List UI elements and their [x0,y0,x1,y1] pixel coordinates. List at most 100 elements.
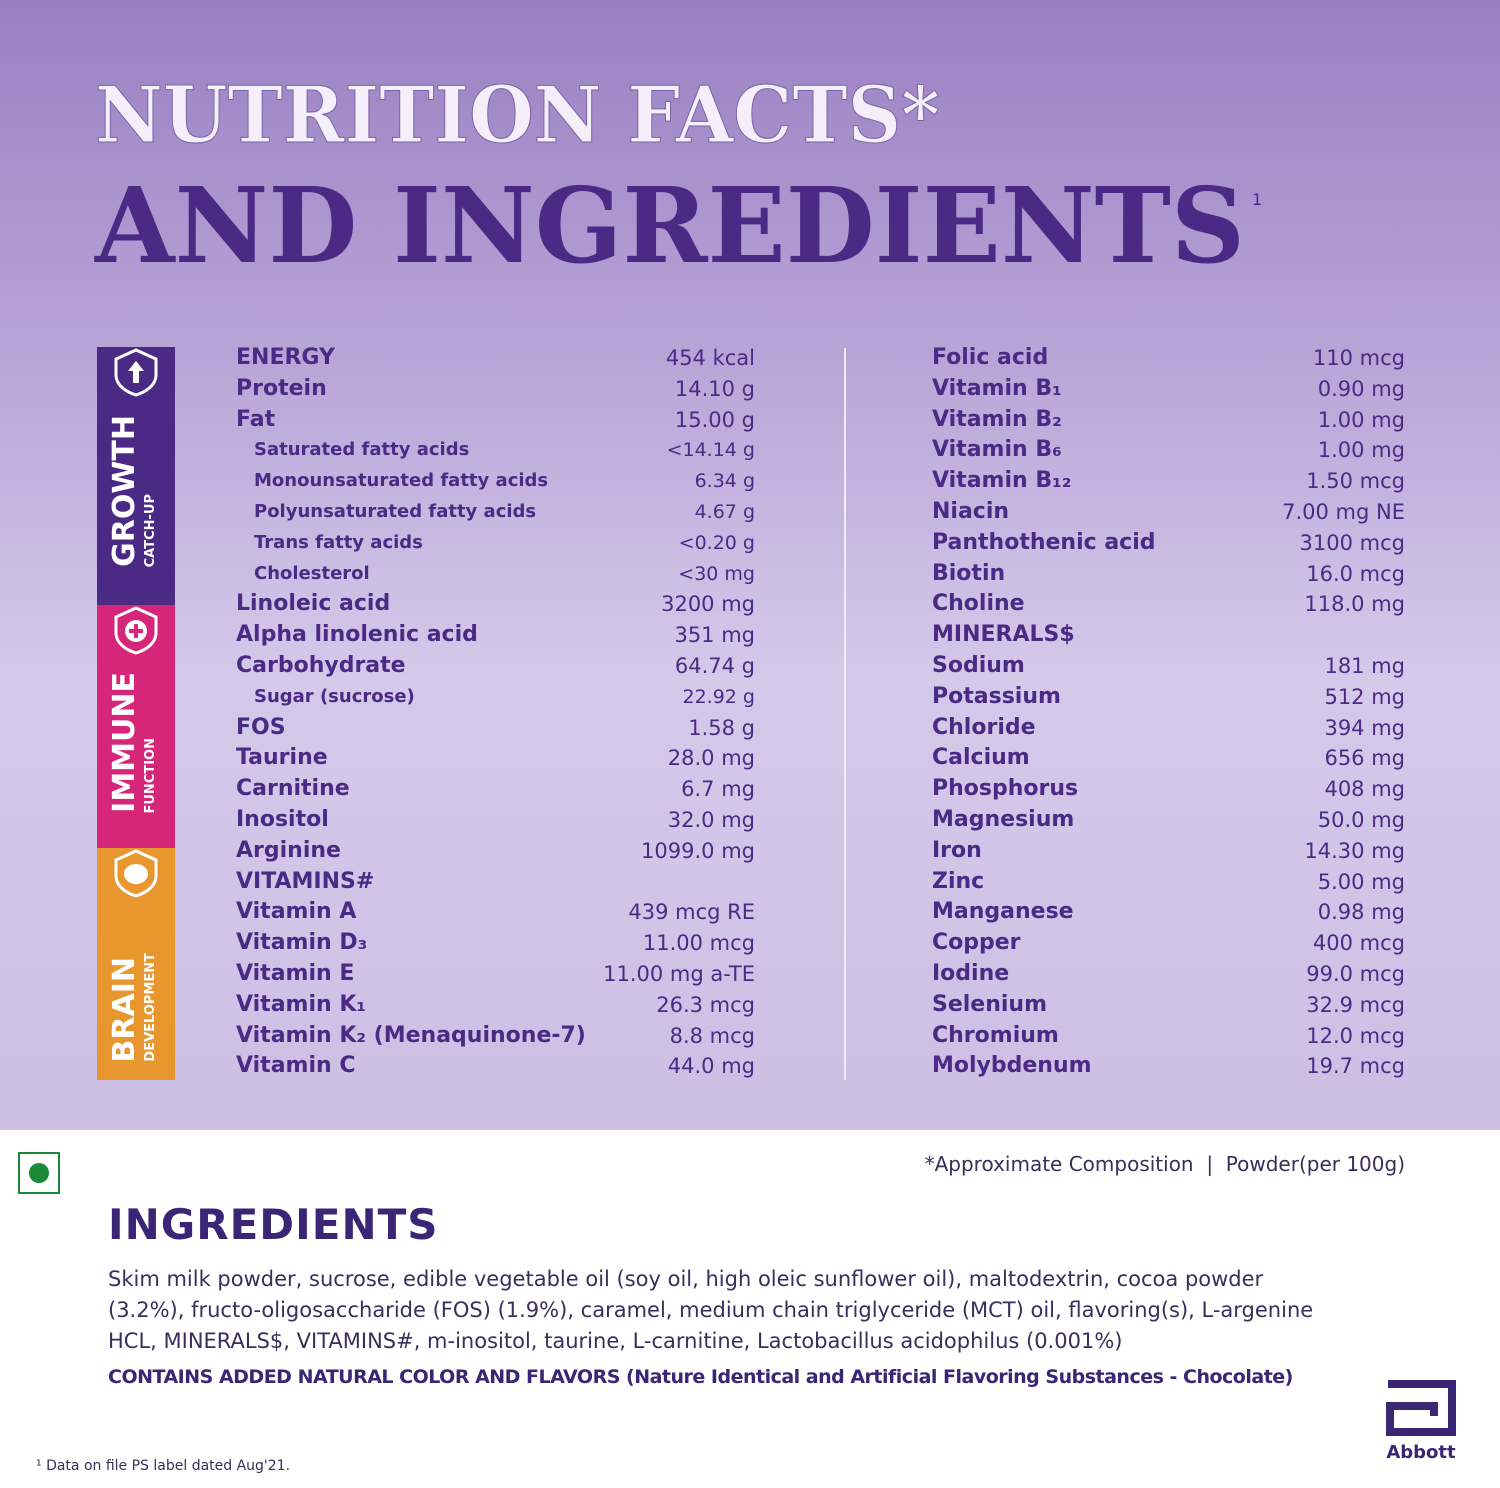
icon [114,606,158,655]
nutrient-value: <14.14 g [666,439,755,462]
header-background [0,0,1500,1130]
nutrient-value: 26.3 mcg [656,992,755,1017]
nutrient-name: Vitamin C [236,1053,356,1079]
nutrient-name: Carnitine [236,776,350,802]
nutrient-value: 400 mcg [1312,931,1405,956]
nutrient-value: <30 mg [678,562,755,585]
brand-logo [1386,1380,1456,1436]
nutrient-value: 5.00 mg [1317,869,1405,894]
nutrient-name: Iodine [932,961,1010,986]
nutrient-value: 32.0 mg [667,808,755,832]
nutrient-name: Selenium [932,991,1048,1017]
section-heading: MINERALS$ [932,622,1075,648]
nutrient-value: 351 mg [674,623,755,648]
nutrient-value: 118.0 mg [1304,592,1405,617]
nutrient-name: Calcium [932,745,1030,771]
nutrient-name: Iron [932,837,982,863]
nutrient-value: 394 mg [1324,715,1405,740]
nutrient-value: 439 mcg RE [628,900,755,925]
side-main: BRAIN [107,956,142,1062]
side-brain: BRAIN DEVELOPMENT [97,848,175,1080]
ingredients-title: INGREDIENTS [108,1200,439,1249]
nutrient-name: Vitamin B₆ [932,437,1062,463]
nutrient-name: Fat [236,406,276,432]
nutrient-name: Vitamin K₁ [236,991,367,1017]
veg-mark [18,1152,60,1194]
composition-note: *Approximate Composition | Powder(per 10… [924,1152,1405,1176]
nutrient-name: Panthothenic acid [932,529,1156,555]
nutrient-name: Linoleic acid [236,591,391,617]
icon [114,348,158,397]
nutrient-value: 1.00 mg [1317,407,1405,432]
footnote: ¹ Data on file PS label dated Aug'21. [36,1458,291,1474]
nutrient-name: Vitamin D₃ [236,930,368,956]
side-growth: GROWTH CATCH-UP [97,347,175,605]
nutrient-value: 3100 mcg [1299,530,1405,555]
title-line2: AND INGREDIENTS [94,164,1245,287]
nutrient-value: 6.7 mg [681,777,755,802]
nutrient-value: 454 kcal [665,346,755,370]
nutrient-value: 19.7 mcg [1306,1054,1405,1079]
nutrient-value: 181 mg [1324,654,1405,678]
nutrient-value: 6.34 g [694,470,755,493]
side-sub: DEVELOPMENT [143,953,158,1062]
nutrient-name: Vitamin A [236,899,357,925]
nutrient-name: Protein [236,375,327,401]
nutrient-value: 64.74 g [674,654,755,678]
nutrient-name: Alpha linolenic acid [236,622,478,648]
nutrient-value: 32.9 mcg [1306,992,1405,1017]
section-heading: VITAMINS# [236,868,375,894]
nutrient-value: 656 mg [1324,746,1405,771]
nutrient-value: 8.8 mcg [669,1023,755,1048]
nutrient-name: Vitamin E [236,961,355,986]
column-divider [844,348,846,1080]
nutrient-name: Chromium [932,1022,1059,1048]
nutrient-name: Sodium [932,653,1025,678]
nutrient-name: Taurine [236,745,328,771]
nutrient-value: 0.98 mg [1317,900,1405,925]
nutrient-value: <0.20 g [678,531,755,554]
nutrient-value: 44.0 mg [667,1054,755,1079]
nutrient-value: 14.10 g [674,376,755,401]
nutrient-value: 14.30 mg [1304,838,1405,863]
title-line1: NUTRITION FACTS* [95,70,940,161]
contains-note: CONTAINS ADDED NATURAL COLOR AND FLAVORS… [108,1366,1293,1388]
nutrient-value: 22.92 g [682,685,756,708]
nutrient-value: 1.58 g [688,715,755,740]
nutrient-value: 15.00 g [674,407,755,432]
ingredients-text: Skim milk powder, sucrose, edible vegeta… [108,1267,1314,1353]
nutrient-name: Phosphorus [932,776,1079,802]
nutrient-value: 11.00 mcg [642,931,755,956]
nutrient-name: Trans fatty acids [254,531,423,553]
nutrient-value: 99.0 mcg [1306,962,1405,986]
nutrient-name: Folic acid [932,345,1049,370]
nutrient-value: 1.00 mg [1317,438,1405,463]
icon [114,849,158,898]
nutrient-value: 16.0 mcg [1306,561,1405,586]
nutrient-name: FOS [236,714,286,740]
nutrient-name: Zinc [932,868,985,894]
nutrient-name: Molybdenum [932,1053,1092,1079]
nutrient-name: Magnesium [932,807,1075,832]
nutrient-value: 110 mcg [1312,346,1405,370]
side-sub: CATCH-UP [143,493,158,567]
nutrient-value: 3200 mg [661,592,755,617]
nutrient-value: 50.0 mg [1317,808,1405,832]
title-art: NUTRITION FACTS* AND INGREDIENTS 1 [94,70,1262,288]
nutrient-value: 0.90 mg [1317,376,1405,401]
nutrient-value: 12.0 mcg [1306,1023,1405,1048]
nutrient-name: ENERGY [236,345,335,370]
nutrient-name: Monounsaturated fatty acids [254,470,549,492]
nutrient-name: Inositol [236,807,329,832]
nutrient-name: Manganese [932,899,1074,925]
nutrient-name: Saturated fatty acids [254,439,470,461]
nutrient-name: Arginine [236,837,341,863]
nutrient-name: Choline [932,591,1025,617]
nutrient-name: Biotin [932,560,1006,586]
nutrient-value: 1099.0 mg [641,838,755,863]
nutrient-name: Sugar (sucrose) [254,685,415,707]
nutrient-value: 28.0 mg [667,746,755,771]
nutrient-name: Chloride [932,714,1036,740]
nutrient-name: Vitamin B₂ [932,406,1062,432]
